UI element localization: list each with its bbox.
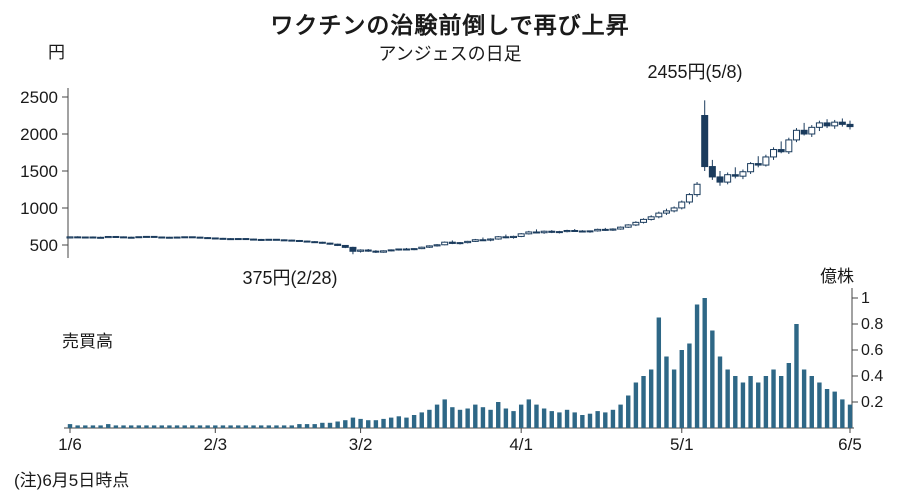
- volume-series: [67, 298, 853, 428]
- svg-text:1500: 1500: [20, 162, 58, 181]
- axes: 500 1000 1500 2000 2500 0.2 0.4 0.6 0.8 1 1/6 2/3 3/…: [20, 88, 883, 454]
- svg-text:2/3: 2/3: [203, 435, 227, 454]
- svg-text:0.4: 0.4: [861, 368, 883, 385]
- svg-text:1000: 1000: [20, 199, 58, 218]
- footnote: (注)6月5日時点: [14, 471, 130, 490]
- price-axis-unit-label: 円: [48, 43, 65, 62]
- svg-text:6/5: 6/5: [838, 435, 862, 454]
- chart-title: ワクチンの治験前倒しで再び上昇: [270, 12, 630, 38]
- svg-text:2500: 2500: [20, 88, 58, 107]
- volume-panel-label: 売買高: [62, 332, 113, 351]
- volume-axis-unit-label: 億株: [820, 267, 854, 286]
- svg-text:0.8: 0.8: [861, 316, 883, 333]
- svg-text:2000: 2000: [20, 125, 58, 144]
- peak-annotation: 2455円(5/8): [647, 62, 743, 82]
- svg-text:5/1: 5/1: [670, 435, 694, 454]
- svg-text:3/2: 3/2: [349, 435, 373, 454]
- trough-annotation: 375円(2/28): [242, 268, 338, 288]
- svg-text:500: 500: [30, 236, 58, 255]
- svg-text:0.2: 0.2: [861, 394, 883, 411]
- svg-text:0.6: 0.6: [861, 342, 883, 359]
- chart-subtitle: アンジェスの日足: [378, 44, 522, 64]
- svg-text:1/6: 1/6: [58, 435, 82, 454]
- svg-text:1: 1: [861, 290, 870, 307]
- svg-text:4/1: 4/1: [509, 435, 533, 454]
- candlestick-series: [66, 100, 854, 255]
